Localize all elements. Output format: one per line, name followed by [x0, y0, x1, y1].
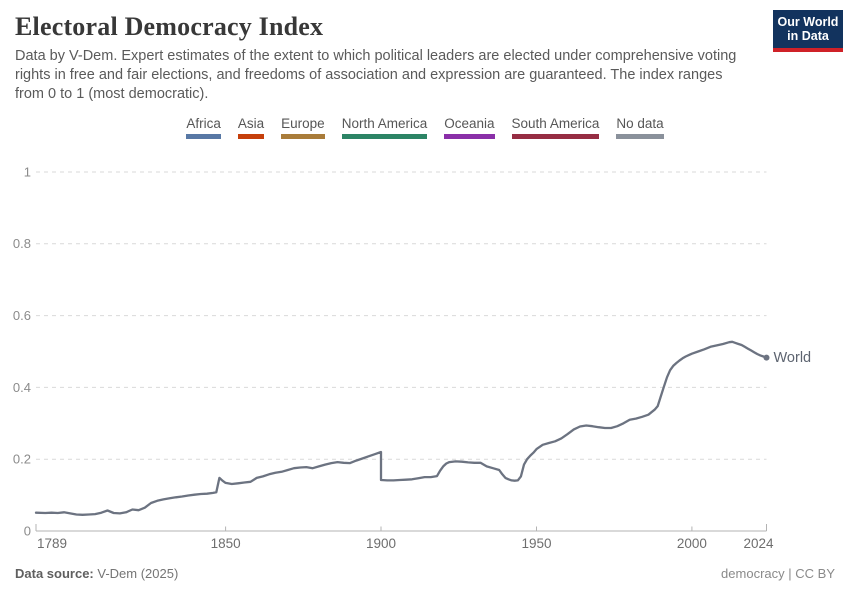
x-tick-label: 1850	[211, 536, 241, 551]
legend-item-africa[interactable]: Africa	[186, 116, 221, 139]
x-tick-label: 2024	[743, 536, 774, 551]
datasource-value: V-Dem (2025)	[97, 566, 179, 581]
world-series-line[interactable]	[34, 340, 768, 516]
y-tick-label: 0.2	[13, 452, 31, 467]
legend-label: No data	[616, 116, 664, 131]
datasource-label: Data source:	[15, 566, 94, 581]
x-tick-label: 1900	[366, 536, 396, 551]
x-tick-label: 1950	[521, 536, 551, 551]
y-tick-label: 1	[24, 164, 31, 179]
legend-item-south-america[interactable]: South America	[511, 116, 600, 139]
x-tick-label: 1789	[37, 536, 67, 551]
y-tick-label: 0.6	[13, 308, 31, 323]
owid-logo[interactable]: Our World in Data	[773, 10, 843, 52]
chart-subtitle: Data by V-Dem. Expert estimates of the e…	[15, 48, 737, 102]
legend-item-europe[interactable]: Europe	[281, 116, 325, 139]
legend-label: Asia	[237, 116, 265, 131]
legend-item-asia[interactable]: Asia	[237, 116, 265, 139]
series-label-world: World	[774, 350, 812, 366]
legend-swatch	[281, 134, 325, 139]
legend-label: South America	[511, 116, 600, 131]
legend-item-north-america[interactable]: North America	[341, 116, 428, 139]
license-link[interactable]: CC BY	[795, 566, 835, 581]
owid-logo-accent-bar	[773, 48, 843, 52]
chart-footer: Data source: V-Dem (2025) democracy | CC…	[15, 566, 835, 581]
y-tick-label: 0.8	[13, 236, 31, 251]
legend-label: North America	[341, 116, 428, 131]
legend-label: Europe	[281, 116, 325, 131]
legend-swatch	[341, 134, 428, 139]
footer-separator: |	[788, 566, 792, 581]
legend-label: Africa	[186, 116, 221, 131]
legend-swatch	[444, 134, 495, 139]
continent-legend: Africa Asia Europe North America Oceania…	[0, 116, 850, 139]
series-end-dot	[763, 354, 770, 361]
legend-item-oceania[interactable]: Oceania	[444, 116, 495, 139]
chart-slug: democracy	[721, 566, 785, 581]
x-tick-label: 2000	[677, 536, 707, 551]
legend-swatch	[186, 134, 221, 139]
owid-logo-line1: Our World	[777, 15, 839, 29]
legend-swatch	[511, 134, 600, 139]
legend-swatch	[237, 134, 265, 139]
legend-label: Oceania	[444, 116, 495, 131]
legend-swatch	[616, 134, 664, 139]
owid-logo-line2: in Data	[787, 29, 829, 43]
legend-item-no-data[interactable]: No data	[616, 116, 664, 139]
y-tick-label: 0	[24, 523, 31, 538]
page-title: Electoral Democracy Index	[15, 12, 324, 41]
y-tick-label: 0.4	[13, 380, 31, 395]
